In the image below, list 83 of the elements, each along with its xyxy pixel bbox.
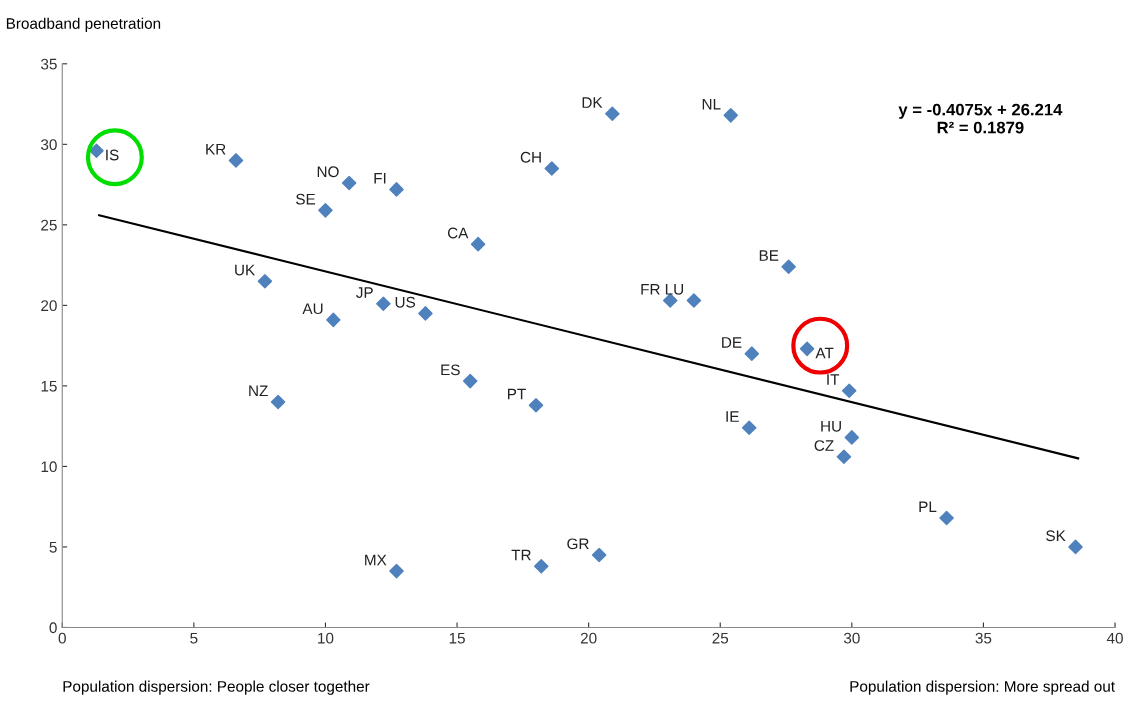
point	[318, 203, 333, 218]
x-tick-label: 30	[843, 632, 860, 644]
point	[836, 449, 852, 465]
point	[744, 346, 760, 361]
point	[418, 306, 433, 321]
annotation: SE	[296, 193, 316, 205]
point	[723, 108, 739, 123]
point	[85, 128, 144, 187]
point	[341, 175, 357, 191]
annotation: NL	[702, 98, 721, 110]
y-tick-label: 15	[41, 380, 57, 392]
point	[376, 296, 391, 312]
y-tick-label: 0	[49, 622, 57, 634]
annotation: MX	[365, 554, 387, 566]
point	[841, 383, 857, 399]
point	[270, 394, 286, 410]
x-tick-label: 40	[1106, 632, 1123, 644]
annotation: IE	[726, 411, 739, 422]
annotation: GR	[567, 538, 589, 550]
point	[389, 563, 404, 579]
point	[686, 293, 702, 308]
point	[741, 420, 757, 436]
annotation: US	[395, 296, 416, 308]
annotation: CZ	[814, 440, 834, 451]
point	[470, 236, 486, 252]
annotation: BE	[759, 250, 779, 261]
annotation: y = -0.4075x + 26.214 R² = 0.1879	[898, 103, 1063, 134]
x-tick-label: 25	[712, 632, 729, 644]
point	[544, 161, 560, 176]
x-tick-label: 0	[58, 632, 66, 644]
x-tick-label: 10	[318, 632, 334, 644]
x-tick-label: 5	[190, 632, 198, 644]
annotation: AU	[302, 303, 323, 315]
point	[939, 510, 954, 526]
y-tick-label: 20	[41, 300, 57, 312]
point	[528, 397, 544, 413]
y-tick-label: 35	[40, 58, 57, 70]
point	[257, 273, 273, 289]
x-tick-label: 35	[975, 632, 992, 644]
point	[844, 430, 860, 445]
annotation: PT	[508, 388, 526, 400]
annotation: CA	[447, 227, 469, 239]
y-tick-label: 30	[40, 139, 57, 151]
point	[591, 547, 607, 563]
annotation: FI	[374, 172, 386, 184]
annotation: ES	[441, 364, 460, 376]
point	[89, 143, 104, 159]
annotation: AT	[815, 347, 834, 359]
annotation: FR	[641, 284, 660, 295]
y-axis-title: Broadband penetration	[6, 17, 161, 32]
point	[326, 312, 341, 328]
x-tick-label: 20	[580, 632, 597, 644]
x-tick-label: 15	[449, 632, 465, 644]
annotation: DK	[582, 97, 603, 108]
point	[1068, 539, 1083, 555]
y-tick-label: 10	[41, 461, 57, 473]
point	[462, 373, 478, 389]
point	[791, 316, 850, 375]
point	[389, 182, 404, 197]
annotation: TR	[511, 549, 531, 561]
annotation: JP	[356, 287, 373, 298]
annotation: NO	[317, 166, 339, 178]
text: Population dispersion: People closer together	[63, 680, 370, 695]
annotation: KR	[206, 143, 226, 155]
annotation: IS	[106, 149, 119, 161]
annotation: SK	[1046, 530, 1066, 542]
text: Population dispersion: More spread out	[850, 680, 1115, 695]
point	[662, 293, 678, 308]
annotation: LU	[665, 284, 684, 295]
annotation: PL	[919, 501, 937, 513]
annotation: DE	[722, 337, 742, 348]
y-tick-label: 5	[49, 541, 57, 553]
annotation: HU	[821, 420, 841, 432]
y-tick-label: 25	[41, 219, 57, 231]
point	[228, 153, 244, 168]
point	[781, 259, 796, 275]
point	[533, 558, 549, 574]
point	[799, 341, 815, 357]
point	[605, 106, 620, 122]
annotation: CH	[520, 151, 541, 163]
annotation: NZ	[249, 385, 268, 397]
annotation: UK	[235, 264, 256, 276]
annotation: IT	[827, 374, 840, 385]
